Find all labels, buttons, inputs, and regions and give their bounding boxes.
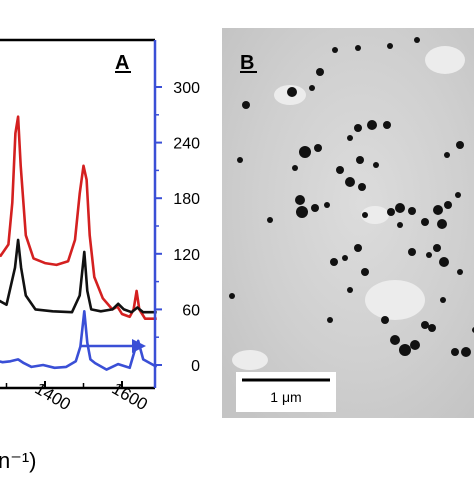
nanoparticle	[316, 68, 324, 76]
nanoparticle	[299, 146, 311, 158]
nanoparticle	[395, 203, 405, 213]
nanoparticle	[381, 316, 389, 324]
right-axis-arrow	[80, 339, 146, 353]
nanoparticle	[330, 258, 338, 266]
nanoparticle	[408, 207, 416, 215]
nanoparticle	[362, 212, 368, 218]
series-layer	[0, 115, 158, 371]
tem-bright-patches	[232, 46, 465, 370]
nanoparticle	[387, 43, 393, 49]
right-axis-tick-label: 0	[191, 358, 200, 375]
nanoparticle	[242, 101, 250, 109]
nanoparticle	[355, 45, 361, 51]
nanoparticle	[295, 195, 305, 205]
nanoparticle	[311, 204, 319, 212]
nanoparticle	[309, 85, 315, 91]
nanoparticle	[373, 162, 379, 168]
panel-b: B 1 μm	[222, 28, 474, 418]
nanoparticles	[229, 37, 474, 357]
nanoparticle	[408, 248, 416, 256]
nanoparticle	[414, 37, 420, 43]
nanoparticle	[314, 144, 322, 152]
nanoparticle	[440, 297, 446, 303]
nanoparticle	[358, 183, 366, 191]
nanoparticle	[324, 202, 330, 208]
nanoparticle	[433, 244, 441, 252]
nanoparticle	[410, 340, 420, 350]
nanoparticle	[287, 87, 297, 97]
series-line-1	[0, 115, 157, 321]
series-line-2	[0, 238, 157, 314]
nanoparticle	[267, 217, 273, 223]
nanoparticle	[383, 121, 391, 129]
nanoparticle	[439, 257, 449, 267]
nanoparticle	[327, 317, 333, 323]
panel-b-label: B	[240, 52, 254, 74]
nanoparticle	[456, 141, 464, 149]
nanoparticle	[437, 219, 447, 229]
nanoparticle	[390, 335, 400, 345]
series-line-3	[0, 309, 158, 371]
x-axis-label-fragment: n⁻¹)	[0, 448, 37, 473]
nanoparticle	[433, 205, 443, 215]
right-axis-tick-label: 120	[173, 247, 200, 264]
nanoparticle	[399, 344, 411, 356]
nanoparticle	[237, 157, 243, 163]
nanoparticle	[347, 287, 353, 293]
right-axis-tick-label: 180	[173, 191, 200, 208]
nanoparticle	[354, 124, 362, 132]
right-axis: 0 60 120 180 240 300	[155, 80, 200, 375]
right-axis-tick-label: 300	[173, 80, 200, 97]
nanoparticle	[354, 244, 362, 252]
nanoparticle	[336, 166, 344, 174]
nanoparticle	[347, 135, 353, 141]
nanoparticle	[356, 156, 364, 164]
nanoparticle	[292, 165, 298, 171]
nanoparticle	[421, 218, 429, 226]
nanoparticle	[451, 348, 459, 356]
nanoparticle	[426, 252, 432, 258]
right-axis-tick-label: 240	[173, 136, 200, 153]
nanoparticle	[444, 152, 450, 158]
nanoparticle	[421, 321, 429, 329]
nanoparticle	[345, 177, 355, 187]
nanoparticle	[332, 47, 338, 53]
nanoparticle	[342, 255, 348, 261]
nanoparticle	[428, 324, 436, 332]
nanoparticle	[444, 201, 452, 209]
scale-bar-label: 1 μm	[270, 389, 301, 405]
nanoparticle	[457, 269, 463, 275]
nanoparticle	[455, 192, 461, 198]
tem-image	[222, 28, 474, 418]
nanoparticle	[361, 268, 369, 276]
nanoparticle	[461, 347, 471, 357]
panel-a-label: A	[115, 52, 129, 74]
right-axis-tick-label: 60	[182, 302, 200, 319]
nanoparticle	[387, 208, 395, 216]
plot-area-background	[0, 0, 155, 388]
nanoparticle	[367, 120, 377, 130]
nanoparticle	[229, 293, 235, 299]
nanoparticle	[296, 206, 308, 218]
nanoparticle	[397, 222, 403, 228]
